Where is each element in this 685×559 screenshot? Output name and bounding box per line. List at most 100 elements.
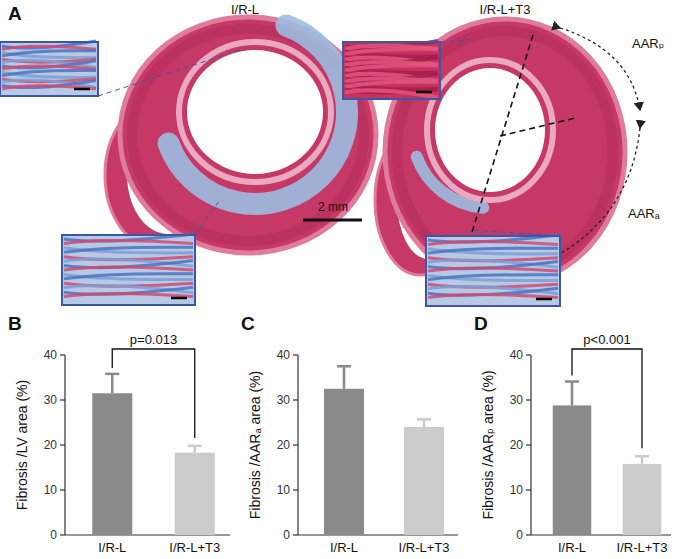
tissue-fiber	[64, 267, 193, 270]
y-tick-label: 10	[44, 483, 58, 497]
error-bar-cap	[337, 365, 351, 368]
y-tick	[60, 444, 65, 445]
y-axis-label: Fibrosis /AARₐ area (%)	[247, 371, 263, 519]
inset-scale-bar	[416, 91, 432, 94]
trabeculae	[427, 60, 553, 200]
panel-label: B	[8, 313, 22, 334]
y-tick-label: 30	[277, 393, 291, 407]
x-tick-label: I/R-L	[558, 540, 586, 555]
tissue-fiber	[64, 274, 193, 279]
inset-image	[0, 42, 98, 96]
tissue-fiber	[345, 49, 438, 54]
region-arc	[560, 28, 640, 110]
error-bar	[105, 374, 119, 393]
region-label: AARₐ	[628, 206, 660, 221]
y-tick	[293, 354, 298, 355]
inset-image	[426, 236, 560, 306]
inset-frame	[0, 42, 98, 96]
inset	[0, 41, 240, 96]
x-tick-label: I/R-L+T3	[169, 540, 220, 555]
tissue-fiber	[345, 90, 438, 97]
y-tick	[293, 399, 298, 400]
tissue-fiber	[345, 82, 438, 87]
y-tick-label: 40	[44, 348, 58, 362]
p-value: p<0.001	[583, 332, 630, 347]
region-label: AARₚ	[632, 36, 664, 51]
inset-connector	[440, 40, 470, 42]
divider	[468, 35, 533, 245]
y-tick	[60, 399, 65, 400]
section-left	[105, 17, 376, 253]
y-tick	[293, 444, 298, 445]
bar-chart: C010203040Fibrosis /AARₐ area (%)I/R-LI/…	[241, 313, 458, 555]
significance-bracket	[112, 349, 195, 438]
panel-label: A	[8, 3, 22, 24]
bar	[404, 427, 444, 535]
significance-bracket	[572, 349, 642, 448]
tissue-fiber	[428, 268, 558, 271]
inset	[62, 200, 220, 305]
y-tick-label: 10	[510, 483, 524, 497]
y-tick	[526, 444, 531, 445]
tissue-fiber	[428, 248, 558, 253]
bar	[324, 389, 364, 535]
y-tick-label: 0	[283, 528, 290, 542]
inset-scale-bar	[74, 88, 90, 91]
error-bar	[565, 382, 579, 406]
p-value: p=0.013	[130, 332, 177, 347]
y-tick-label: 20	[44, 438, 58, 452]
x-tick-label: I/R-L+T3	[399, 540, 450, 555]
error-bar-cap	[105, 373, 119, 376]
inset-scale-bar	[171, 297, 187, 300]
section-title: I/R-L	[231, 2, 259, 17]
tissue-fiber	[428, 249, 558, 254]
y-tick	[60, 354, 65, 355]
inset-image	[343, 42, 440, 99]
y-tick	[293, 489, 298, 490]
error-bar-cap	[565, 380, 579, 383]
panel-label: C	[241, 313, 255, 334]
panel-a: A I/R-L I/R-L+T3 AARₚ AARₐ 2 mm	[0, 2, 664, 306]
inset-connector	[98, 50, 240, 96]
error-bar	[417, 419, 431, 427]
lv-lumen	[187, 50, 323, 174]
bars	[92, 374, 215, 535]
y-tick-label: 20	[277, 438, 291, 452]
error-bar	[635, 456, 649, 464]
y-tick	[526, 399, 531, 400]
fibrosis	[169, 26, 347, 204]
x-tick-label: I/R-L	[98, 540, 126, 555]
x-tick-label: I/R-L	[330, 540, 358, 555]
inset	[426, 230, 560, 306]
y-tick-label: 20	[510, 438, 524, 452]
tissue-fiber	[428, 275, 558, 280]
inset-frame	[343, 42, 440, 99]
inset-frame	[62, 235, 195, 305]
y-tick-label: 0	[516, 528, 523, 542]
bar-chart: B010203040Fibrosis /LV area (%)I/R-LI/R-…	[8, 313, 230, 555]
tissue-fiber	[428, 275, 558, 280]
error-bar-stem	[571, 382, 574, 406]
error-bar	[188, 446, 202, 453]
tissue-fiber	[64, 247, 193, 252]
bar	[553, 405, 592, 535]
figure: A I/R-L I/R-L+T3 AARₚ AARₐ 2 mm B 0 10 20 30 40 Fibr…	[0, 0, 685, 559]
error-bar-stem	[111, 374, 114, 393]
divider	[500, 118, 575, 136]
bars	[324, 366, 444, 535]
tissue-fiber	[2, 86, 96, 89]
error-bar-cap	[188, 445, 202, 448]
bars	[553, 382, 662, 535]
tissue-fiber	[2, 46, 96, 49]
tissue-fiber	[64, 240, 193, 243]
y-tick	[293, 534, 298, 535]
tissue-fiber	[428, 241, 558, 244]
inset	[343, 40, 470, 99]
y-tick	[526, 534, 531, 535]
y-tick-label: 40	[510, 348, 524, 362]
y-tick	[526, 354, 531, 355]
tissue-fiber	[2, 51, 96, 56]
scale-bar-label: 2 mm	[318, 200, 348, 214]
bar	[175, 453, 215, 535]
section-title: I/R-L+T3	[480, 2, 531, 17]
